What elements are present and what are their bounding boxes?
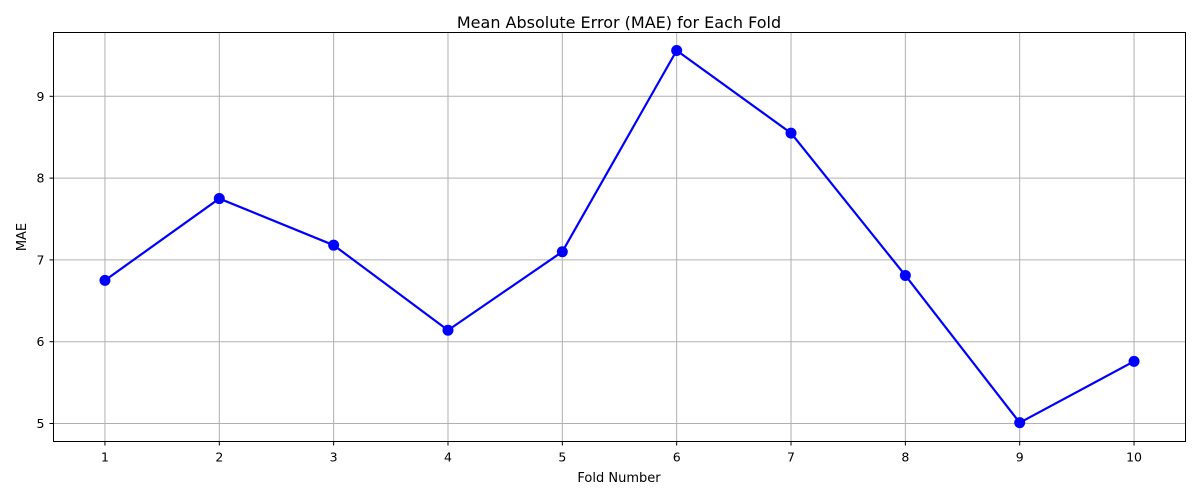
grid-lines [53,32,1186,442]
data-point-marker [671,44,683,56]
x-tick-label: 4 [444,450,452,465]
data-point-marker [899,269,911,281]
axis-ticks: 1 2 3 4 5 6 7 8 9 10 5 6 7 8 9 [37,89,1142,465]
data-point-marker [328,239,340,251]
data-point-marker [1014,417,1026,429]
data-point-marker [99,274,111,286]
plot-area-border [53,32,1186,442]
y-tick-label: 8 [37,171,45,186]
x-tick-label: 7 [787,450,795,465]
x-tick-label: 1 [101,450,109,465]
data-point-marker [556,246,568,258]
y-tick-label: 7 [37,252,45,267]
data-series [99,44,1140,429]
y-tick-label: 6 [37,334,45,349]
chart-title: Mean Absolute Error (MAE) for Each Fold [457,13,781,32]
x-axis-label: Fold Number [577,471,661,486]
series-line [104,49,1135,424]
x-tick-label: 8 [901,450,909,465]
x-tick-label: 10 [1126,450,1142,465]
data-point-marker [1128,355,1140,367]
x-tick-label: 2 [215,450,223,465]
y-axis-label: MAE [15,223,30,251]
data-point-marker [213,193,225,205]
x-tick-label: 3 [330,450,338,465]
x-tick-label: 5 [558,450,566,465]
y-tick-label: 5 [37,416,45,431]
data-point-marker [442,324,454,336]
data-point-marker [785,127,797,139]
x-tick-label: 6 [673,450,681,465]
y-tick-label: 9 [37,89,45,104]
x-tick-label: 9 [1016,450,1024,465]
